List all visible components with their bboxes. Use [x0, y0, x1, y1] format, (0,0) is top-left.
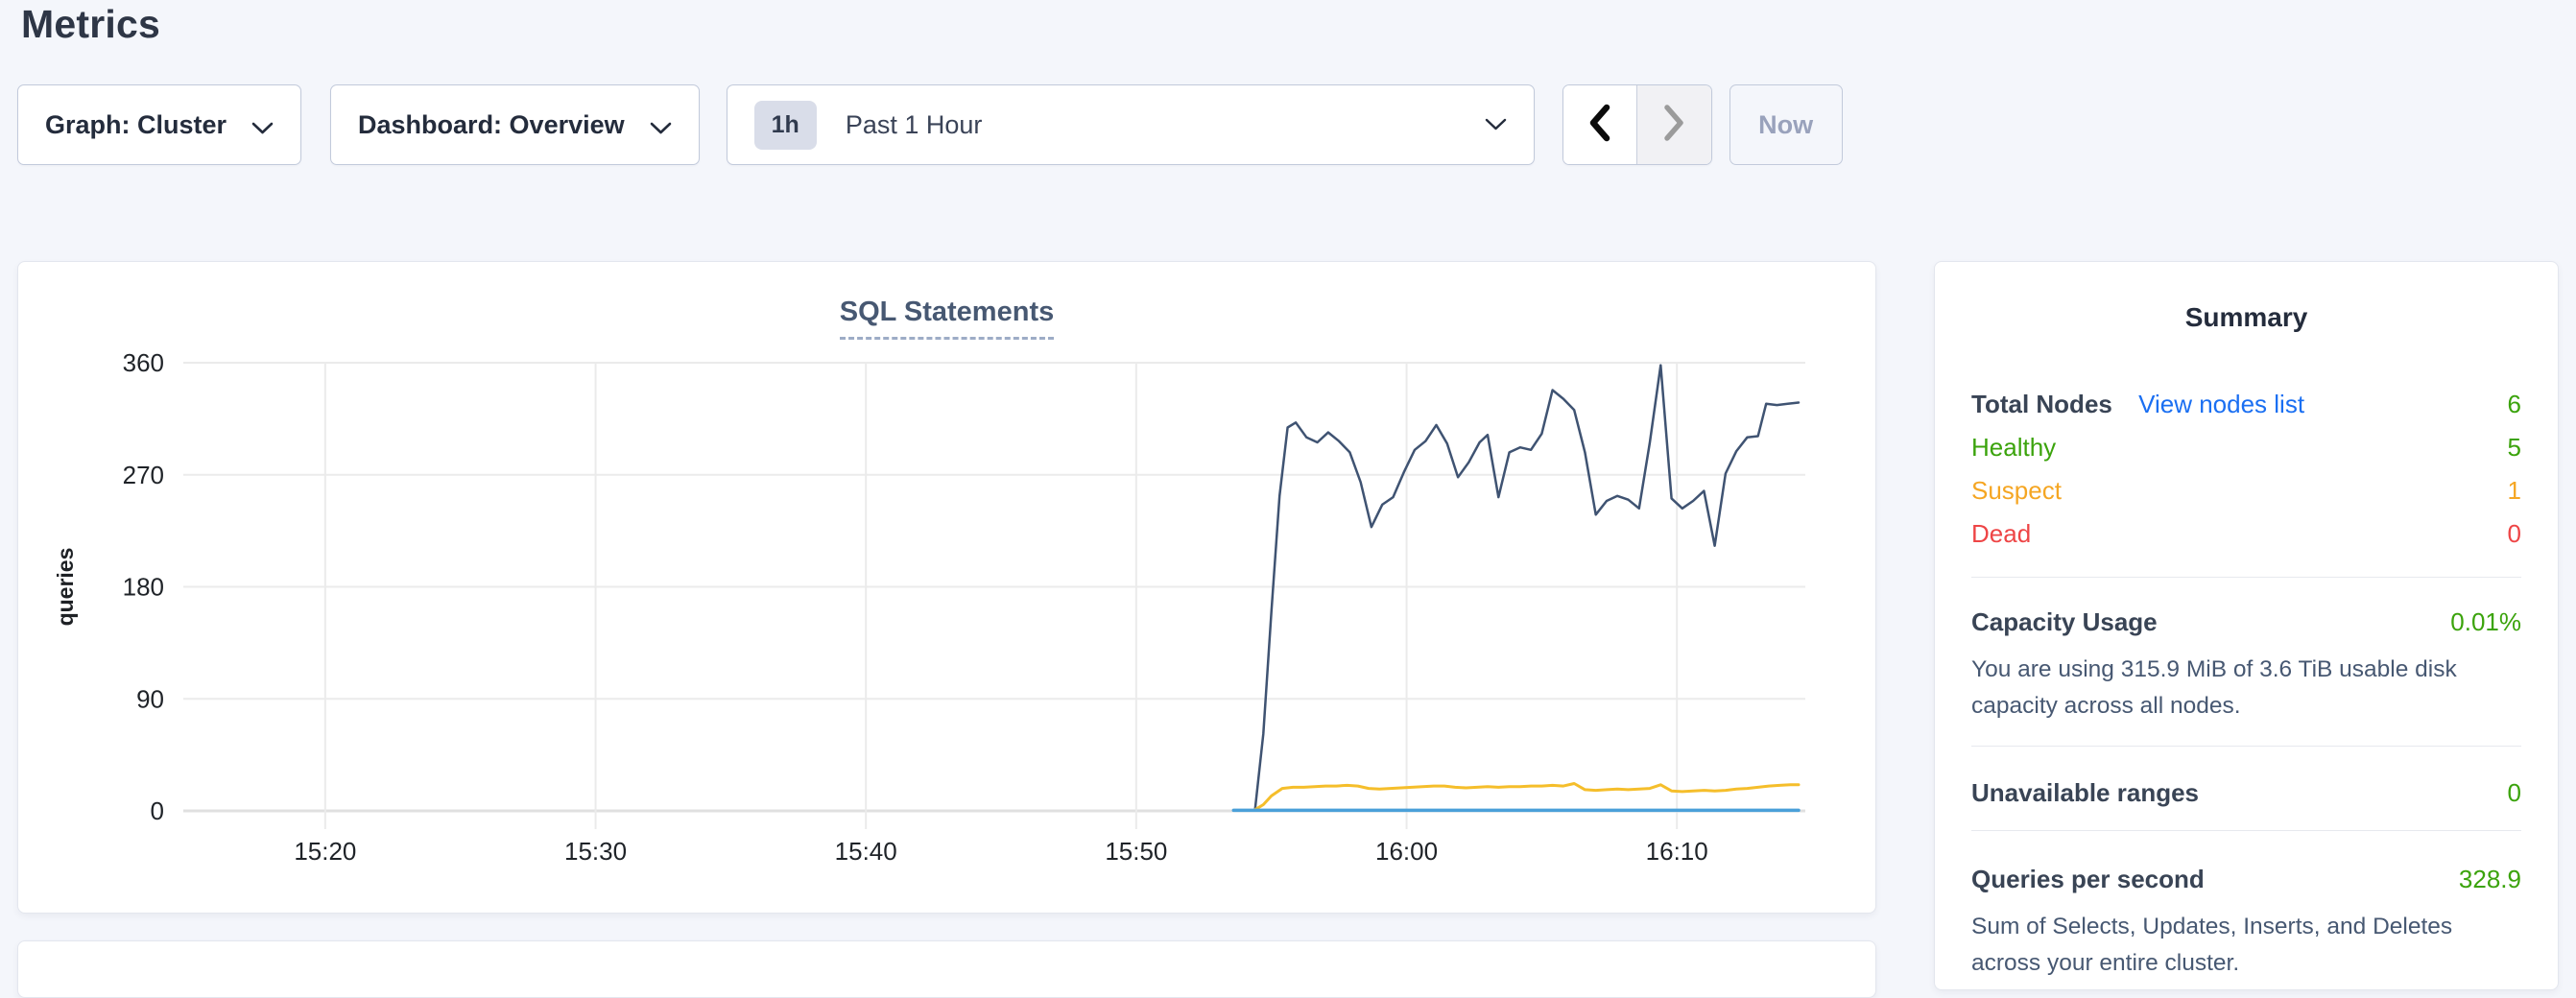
now-button[interactable]: Now: [1729, 84, 1843, 165]
dead-nodes-row: Dead 0: [1971, 512, 2521, 556]
summary-title: Summary: [2184, 302, 2308, 332]
view-nodes-list-link[interactable]: View nodes list: [2138, 390, 2305, 418]
prev-time-button[interactable]: [1562, 85, 1637, 164]
healthy-value: 5: [2507, 433, 2521, 462]
next-chart-card: [17, 940, 1876, 998]
next-time-button[interactable]: [1636, 85, 1711, 164]
total-nodes-row: Total Nodes View nodes list 6: [1971, 383, 2521, 426]
svg-text:270: 270: [123, 461, 164, 489]
node-status-block: Total Nodes View nodes list 6 Healthy 5 …: [1971, 383, 2521, 577]
dashboard-dropdown-label: Dashboard: Overview: [358, 109, 625, 139]
svg-text:16:10: 16:10: [1646, 837, 1708, 866]
capacity-usage-label: Capacity Usage: [1971, 607, 2158, 636]
capacity-usage-description: You are using 315.9 MiB of 3.6 TiB usabl…: [1971, 656, 2457, 719]
queries-per-second-label: Queries per second: [1971, 864, 2205, 893]
queries-per-second-description: Sum of Selects, Updates, Inserts, and De…: [1971, 913, 2453, 976]
queries-per-second-value: 328.9: [2458, 864, 2521, 893]
svg-text:15:40: 15:40: [835, 837, 897, 866]
capacity-usage-value: 0.01%: [2450, 607, 2521, 636]
sql-statements-chart-card: SQL Statements 0 90 180 270 360 15:20 15:30 15:…: [17, 261, 1876, 914]
dead-value: 0: [2507, 519, 2521, 548]
svg-text:16:00: 16:00: [1375, 837, 1438, 866]
time-window-selector[interactable]: 1h Past 1 Hour: [726, 84, 1535, 165]
svg-text:180: 180: [123, 573, 164, 602]
svg-text:360: 360: [123, 348, 164, 377]
sql-statements-chart[interactable]: 0 90 180 270 360 15:20 15:30 15:40 15:50 16:00 16:…: [18, 262, 1877, 915]
page-title: Metrics: [21, 2, 160, 46]
navy-series: [1253, 364, 1801, 810]
time-pager: [1562, 84, 1712, 165]
chevron-down-icon: [1485, 118, 1507, 136]
svg-text:queries: queries: [53, 548, 78, 627]
chevron-right-icon: [1661, 103, 1686, 148]
chart-title: SQL Statements: [839, 297, 1055, 340]
svg-text:0: 0: [151, 796, 164, 825]
suspect-label: Suspect: [1971, 476, 2062, 505]
healthy-label: Healthy: [1971, 433, 2057, 462]
suspect-nodes-row: Suspect 1: [1971, 469, 2521, 512]
unavailable-ranges-label: Unavailable ranges: [1971, 777, 2199, 807]
total-nodes-value: 6: [2507, 390, 2521, 418]
graph-dropdown[interactable]: Graph: Cluster: [17, 84, 302, 165]
graph-dropdown-label: Graph: Cluster: [45, 109, 227, 139]
unavailable-ranges-section: Unavailable ranges 0: [1971, 745, 2521, 830]
yellow-series: [1253, 782, 1801, 812]
svg-text:90: 90: [136, 684, 164, 713]
suspect-value: 1: [2507, 476, 2521, 505]
svg-text:15:30: 15:30: [564, 837, 627, 866]
dashboard-dropdown[interactable]: Dashboard: Overview: [330, 84, 700, 165]
summary-panel: Summary Total Nodes View nodes list 6 He…: [1934, 261, 2559, 990]
unavailable-ranges-value: 0: [2507, 777, 2521, 807]
time-window-badge: 1h: [753, 100, 817, 150]
svg-text:15:20: 15:20: [294, 837, 356, 866]
dead-label: Dead: [1971, 519, 2032, 548]
svg-text:15:50: 15:50: [1105, 837, 1167, 866]
chevron-down-icon: [251, 112, 274, 142]
healthy-nodes-row: Healthy 5: [1971, 426, 2521, 469]
metrics-toolbar: Graph: Cluster Dashboard: Overview 1h Pa…: [17, 84, 1843, 165]
total-nodes-label: Total Nodes: [1971, 390, 2112, 418]
chevron-left-icon: [1587, 103, 1612, 148]
chevron-down-icon: [650, 112, 672, 142]
queries-per-second-section: Queries per second 328.9 Sum of Selects,…: [1971, 829, 2521, 982]
time-window-label: Past 1 Hour: [845, 109, 983, 139]
capacity-usage-section: Capacity Usage 0.01% You are using 315.9…: [1971, 577, 2521, 746]
